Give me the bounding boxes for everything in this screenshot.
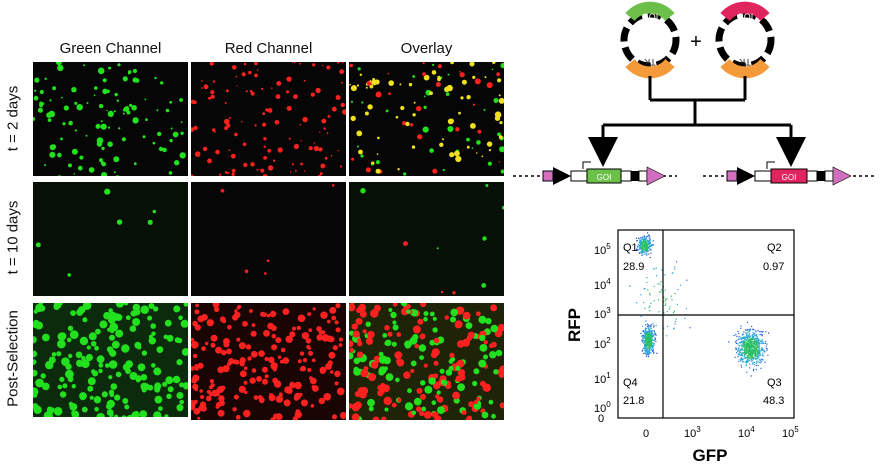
svg-text:102: 102 xyxy=(594,336,611,351)
y-tick-label: 10 xyxy=(594,339,606,351)
row-heading-2days: t = 2 days xyxy=(4,85,22,152)
quadrant-q4-value: 21.8 xyxy=(623,395,644,407)
construct-right: GOI xyxy=(703,161,875,186)
construct-right-gene-label: GOI xyxy=(782,173,797,182)
quadrant-q4-name: Q4 xyxy=(623,377,638,389)
panel-overlay-10days xyxy=(349,182,504,296)
quadrant-q3-value: 48.3 xyxy=(763,395,784,407)
micrograph-image xyxy=(33,303,188,417)
plasmid-left-gene-label: GOI xyxy=(642,12,659,22)
row-heading-10days: t = 10 days xyxy=(4,200,22,275)
svg-text:101: 101 xyxy=(594,371,611,386)
construct-left: GOI xyxy=(513,161,677,186)
micrograph-image xyxy=(349,62,504,176)
plasmid-right-gene-label: GOI xyxy=(737,12,754,22)
quadrant-q3-name: Q3 xyxy=(767,377,782,389)
svg-text:103: 103 xyxy=(684,425,701,440)
micrograph-image xyxy=(191,62,346,176)
plus-sign: + xyxy=(690,31,702,53)
panel-green-10days xyxy=(33,182,188,296)
construct-left-gene-label: GOI xyxy=(597,173,612,182)
x-axis-title: GFP xyxy=(693,446,728,465)
plasmid-right-tk-label: TK xyxy=(739,57,751,67)
plasmid-schematic: GOI TK + GOI TK GOI xyxy=(513,1,875,186)
y-tick-zero: 0 xyxy=(598,413,604,425)
plot-frame xyxy=(617,229,795,419)
y-tick-label: 10 xyxy=(594,403,606,415)
plasmid-left-tk-label: TK xyxy=(644,57,656,67)
panel-red-2days xyxy=(191,62,346,176)
micrograph-image xyxy=(33,62,186,176)
plasmid-left: GOI TK xyxy=(620,1,680,79)
y-tick-label: 10 xyxy=(594,245,606,257)
connector-lines xyxy=(588,76,806,167)
x-tick-label: 10 xyxy=(738,428,750,440)
svg-text:104: 104 xyxy=(738,425,755,440)
y-axis-title: RFP xyxy=(565,308,584,342)
micrograph-image xyxy=(35,188,156,277)
svg-text:105: 105 xyxy=(594,242,611,257)
micrograph-image xyxy=(220,184,335,275)
col-heading-overlay: Overlay xyxy=(400,40,453,57)
quadrant-labels: Q1 28.9 Q2 0.97 Q3 48.3 Q4 21.8 xyxy=(623,242,784,407)
svg-text:105: 105 xyxy=(782,425,799,440)
quadrant-q2-value: 0.97 xyxy=(763,261,784,273)
row-heading-post-selection: Post-Selection xyxy=(4,310,22,407)
svg-text:103: 103 xyxy=(594,306,611,321)
y-tick-labels: 100 101 102 103 104 105 0 xyxy=(594,242,611,425)
quadrant-q1-name: Q1 xyxy=(623,242,638,254)
y-tick-label: 10 xyxy=(594,374,606,386)
x-tick-label: 10 xyxy=(684,428,696,440)
plasmid-right: GOI TK xyxy=(715,1,775,79)
quadrant-q2-name: Q2 xyxy=(767,242,782,254)
panel-overlay-post xyxy=(349,303,504,420)
micrograph-image xyxy=(349,303,504,420)
x-tick-label: 10 xyxy=(782,428,794,440)
col-heading-green: Green Channel xyxy=(59,40,162,57)
y-tick-label: 10 xyxy=(594,280,606,292)
flow-cytometry-plot: RFP GFP 100 101 102 103 104 105 0 0 103 … xyxy=(565,229,799,465)
quadrant-q1-value: 28.9 xyxy=(623,261,644,273)
panel-green-2days xyxy=(33,62,188,176)
panel-red-10days xyxy=(191,182,346,296)
micrograph-image xyxy=(191,303,346,420)
svg-text:100: 100 xyxy=(594,400,611,415)
col-heading-red: Red Channel xyxy=(224,40,313,57)
micrograph-image xyxy=(360,184,504,295)
svg-text:104: 104 xyxy=(594,277,611,292)
panel-red-post xyxy=(191,303,346,420)
y-tick-label: 10 xyxy=(594,309,606,321)
x-tick-label: 0 xyxy=(643,428,649,440)
panel-green-post xyxy=(33,303,188,417)
flow-events xyxy=(629,232,770,377)
panel-overlay-2days xyxy=(349,62,504,176)
x-tick-labels: 0 103 104 105 xyxy=(643,425,799,440)
